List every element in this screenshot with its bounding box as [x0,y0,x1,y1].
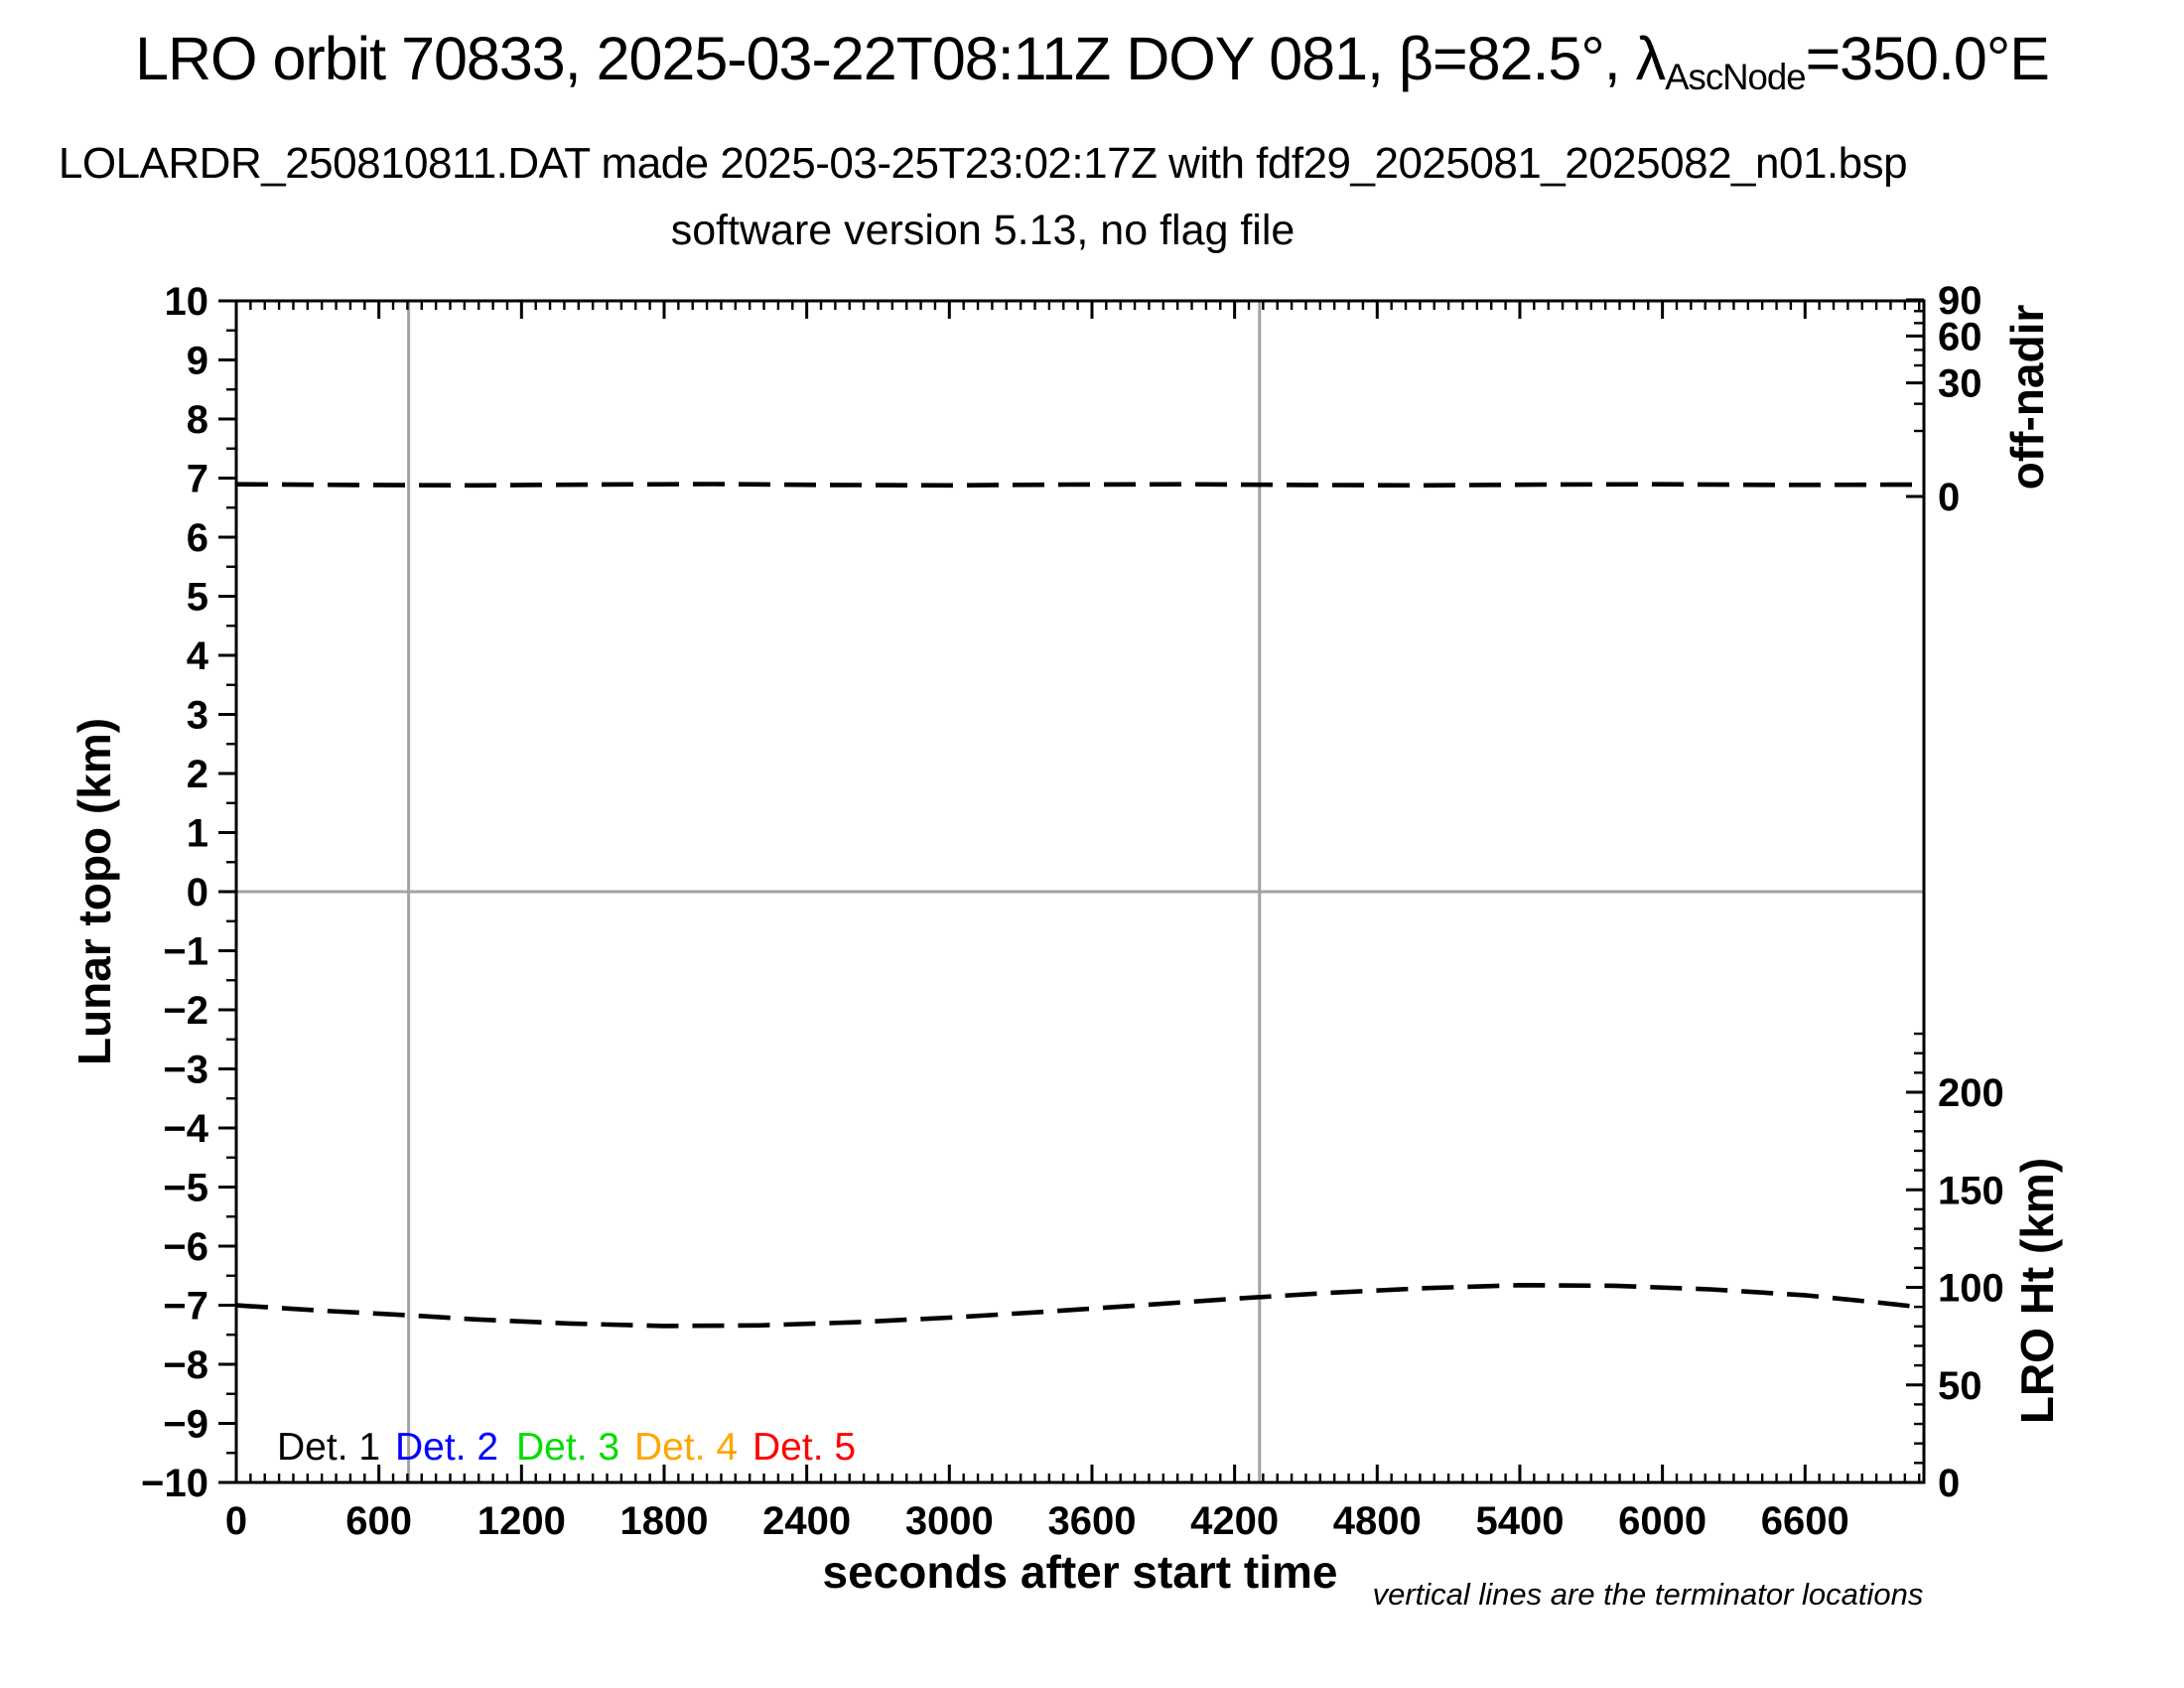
plot-subtitle-file: LOLARDR_250810811.DAT made 2025-03-25T23… [58,139,1908,188]
lro-height-curve [235,1282,1920,1329]
legend-item-det-1: Det. 1 [277,1426,381,1469]
y-left-tick-label: 9 [187,340,208,383]
y-left-tick-label: −4 [163,1107,208,1151]
title-prefix: LRO orbit 70833, 2025-03-22T08:11Z DOY 0… [135,25,1666,92]
x-tick-label: 4800 [1333,1499,1422,1543]
y-axis-label-lro-ht: LRO Ht (km) [2011,1157,2063,1425]
x-tick-label: 3000 [905,1499,994,1543]
y-left-tick-label: 7 [187,458,208,501]
off-nadir-curve [235,482,1920,489]
y-left-tick-label: −7 [163,1285,208,1329]
title-subscript: AscNode [1665,57,1806,98]
legend-item-det-2: Det. 2 [395,1426,499,1469]
x-tick-label: 6000 [1618,1499,1706,1543]
legend-item-det-4: Det. 4 [634,1426,739,1469]
off-nadir-tick-label: 60 [1938,315,1982,358]
y-left-tick-label: 0 [187,871,208,914]
y-left-tick-label: −6 [163,1225,208,1269]
x-tick-label: 0 [225,1499,247,1543]
y-left-tick-label: −10 [141,1462,208,1505]
x-tick-label: 1800 [619,1499,708,1543]
y-left-tick-label: −3 [163,1049,208,1092]
x-axis-label: seconds after start time [822,1546,1338,1598]
x-tick-label: 600 [345,1499,412,1543]
lro-ht-tick-label: 200 [1938,1071,2004,1115]
y-left-tick-label: 4 [187,634,209,678]
y-axis-label-off-nadir: off-nadir [2001,304,2053,491]
y-left-tick-label: −5 [163,1167,208,1210]
off-nadir-tick-label: 0 [1938,476,1960,519]
lro-ht-tick-label: 0 [1938,1462,1960,1505]
x-tick-label: 3600 [1047,1499,1136,1543]
x-tick-label: 2400 [762,1499,851,1543]
y-left-tick-label: 5 [187,576,208,620]
lro-ht-tick-label: 150 [1938,1169,2004,1212]
y-axis-label-lunar-topo: Lunar topo (km) [68,717,120,1066]
y-left-tick-label: 1 [187,812,208,856]
y-left-tick-label: 10 [165,280,209,324]
y-left-tick-label: −2 [163,989,208,1033]
x-tick-label: 5400 [1475,1499,1564,1543]
y-left-tick-label: 2 [187,753,208,796]
terminator-footnote: vertical lines are the terminator locati… [1372,1577,1924,1612]
y-left-tick-label: −9 [163,1403,208,1447]
legend-item-det-3: Det. 3 [516,1426,620,1469]
y-left-tick-label: 3 [187,694,208,738]
x-tick-label: 6600 [1761,1499,1849,1543]
x-tick-label: 1200 [478,1499,566,1543]
title-suffix: =350.0°E [1805,25,2050,92]
plot-subtitle-version: software version 5.13, no flag file [670,207,1296,254]
lro-ht-tick-label: 100 [1938,1267,2004,1311]
x-tick-label: 4200 [1190,1499,1279,1543]
plot-title: LRO orbit 70833, 2025-03-22T08:11Z DOY 0… [0,24,2184,97]
off-nadir-tick-label: 30 [1938,362,1982,406]
y-left-tick-label: 8 [187,398,208,442]
y-left-tick-label: −8 [163,1343,208,1387]
lro-ht-tick-label: 50 [1938,1364,1982,1408]
legend-item-det-5: Det. 5 [752,1426,857,1469]
y-left-tick-label: −1 [163,930,208,974]
off-nadir-tick-label: 90 [1938,279,1982,323]
y-left-tick-label: 6 [187,516,208,560]
